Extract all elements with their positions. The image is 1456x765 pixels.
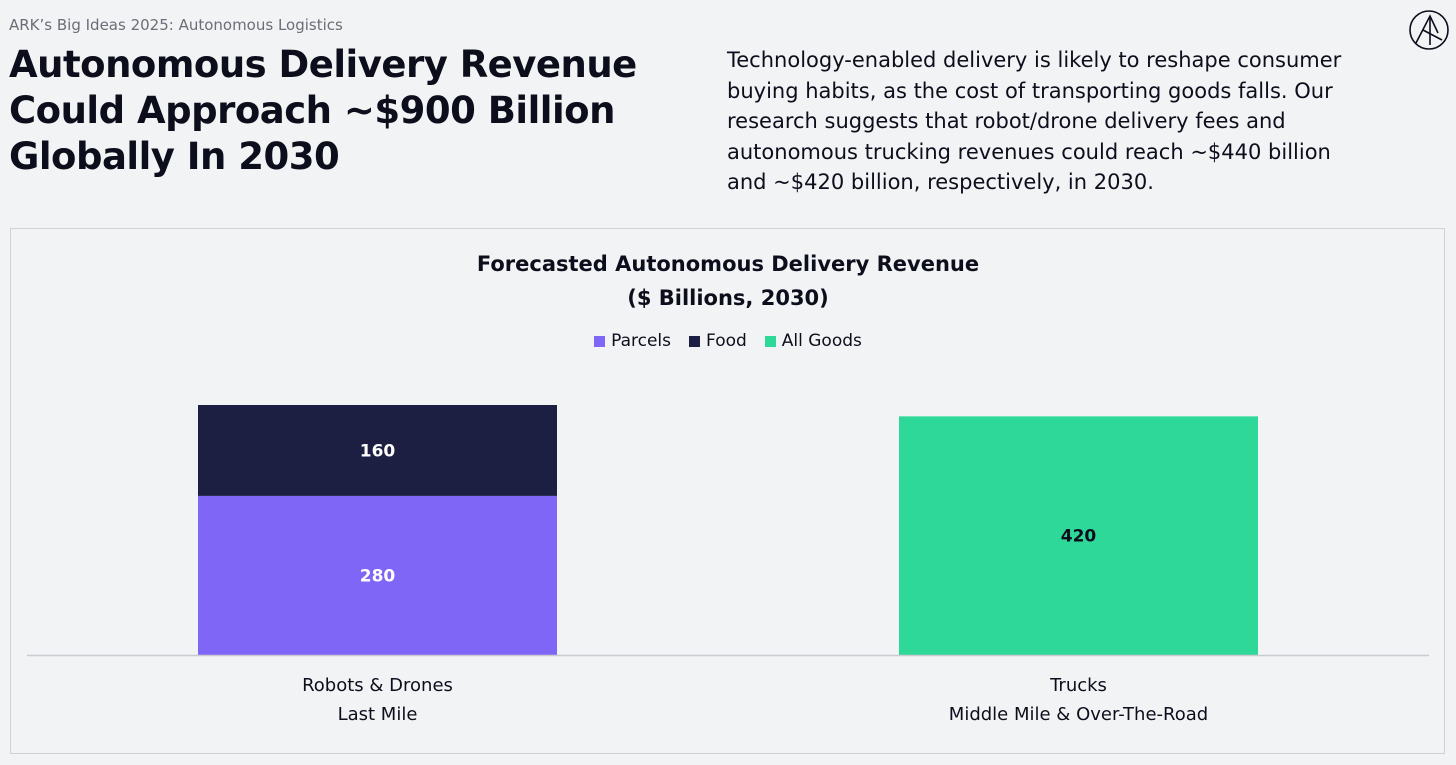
ark-logo-icon — [1409, 10, 1449, 50]
legend-label-all-goods: All Goods — [781, 331, 862, 351]
category-label: Last Mile — [338, 704, 418, 725]
bar-all-goods — [899, 416, 1258, 655]
data-label: 160 — [360, 441, 396, 461]
data-label: 420 — [1061, 527, 1097, 547]
summary-line: Technology-enabled delivery is likely to… — [727, 48, 1342, 72]
page-title-line: Could Approach ~$900 Billion — [9, 89, 615, 132]
legend-item-all-goods: All Goods — [764, 331, 862, 351]
page-title-line: Autonomous Delivery Revenue — [9, 43, 637, 86]
bar-parcels — [198, 495, 557, 655]
legend-swatch-all-goods — [764, 335, 776, 347]
category-label: Middle Mile & Over-The-Road — [949, 704, 1208, 725]
data-label: 280 — [360, 566, 396, 586]
chart-title: Forecasted Autonomous Delivery Revenue (… — [0, 247, 1456, 315]
legend-label-food: Food — [706, 331, 747, 351]
chart-subtitle-text: ($ Billions, 2030) — [627, 286, 829, 310]
bar-food — [198, 405, 557, 496]
page-title: Autonomous Delivery Revenue Could Approa… — [9, 42, 649, 180]
summary-line: and ~$420 billion, respectively, in 2030… — [727, 170, 1154, 194]
page-title-line: Globally In 2030 — [9, 135, 340, 178]
category-label: Trucks — [1049, 675, 1107, 696]
legend-item-parcels: Parcels — [594, 331, 671, 351]
summary-line: autonomous trucking revenues could reach… — [727, 139, 1331, 164]
chart-title-text: Forecasted Autonomous Delivery Revenue — [476, 252, 980, 276]
presentation-tag: ARK’s Big Ideas 2025: Autonomous Logisti… — [9, 16, 343, 34]
legend-item-food: Food — [689, 331, 747, 351]
legend-label-parcels: Parcels — [611, 331, 672, 351]
chart-legend: Parcels Food All Goods — [0, 331, 1456, 351]
summary-text: Technology-enabled delivery is likely to… — [727, 45, 1367, 198]
summary-line: buying habits, as the cost of transporti… — [727, 78, 1333, 103]
legend-swatch-parcels — [594, 335, 606, 347]
category-label: Robots & Drones — [302, 675, 453, 696]
summary-line: research suggests that robot/drone deliv… — [727, 109, 1286, 133]
legend-swatch-food — [689, 335, 701, 347]
